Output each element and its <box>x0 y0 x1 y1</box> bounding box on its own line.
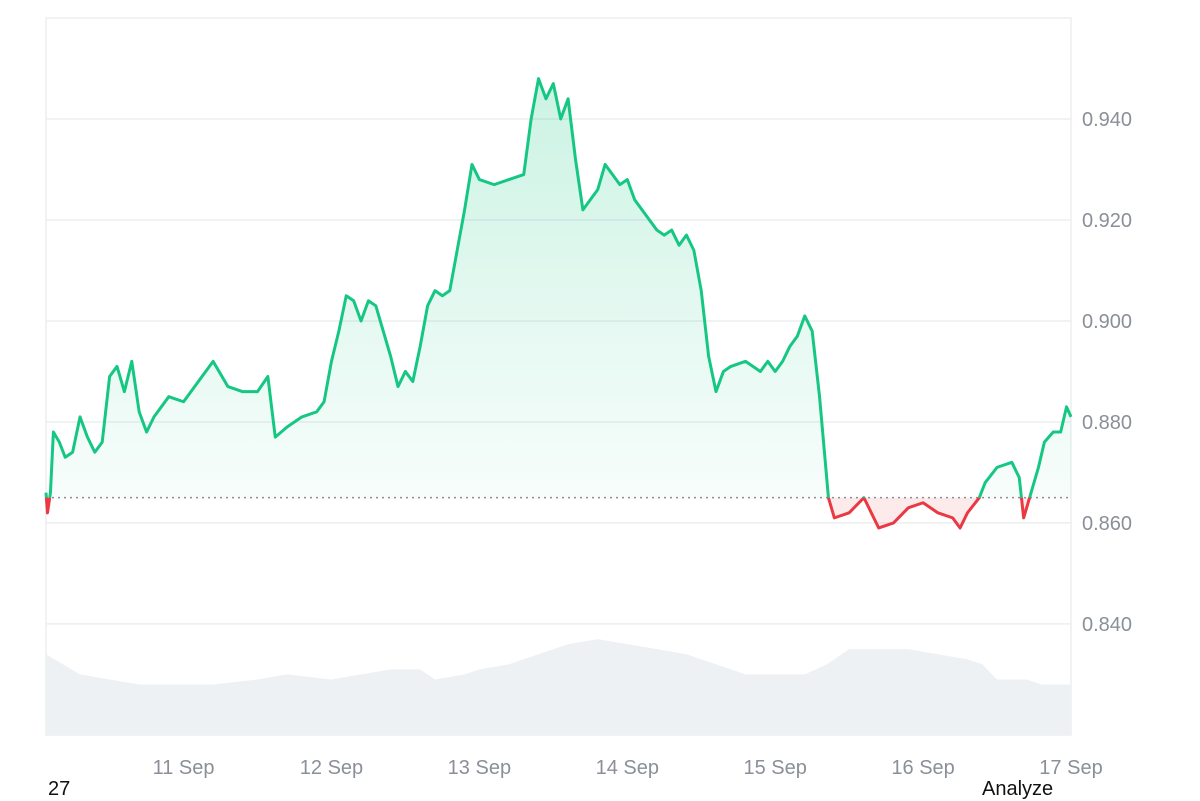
x-tick-label: 13 Sep <box>448 757 511 779</box>
x-tick-label: 11 Sep <box>153 757 215 779</box>
y-tick-label: 0.880 <box>1082 412 1132 434</box>
x-tick-label: 14 Sep <box>596 757 659 779</box>
x-tick-label: 16 Sep <box>891 757 954 779</box>
price-lines <box>44 77 1073 530</box>
y-tick-label: 0.940 <box>1082 109 1132 131</box>
x-axis-tick-labels: 11 Sep 12 Sep 13 Sep 14 Sep 15 Sep 16 Sep 17 S… <box>153 757 1103 779</box>
area-above-baseline <box>46 78 1071 498</box>
price-line-up <box>44 77 1073 498</box>
x-tick-label: 15 Sep <box>743 757 806 779</box>
analyze-link[interactable]: Analyze <box>982 778 1054 800</box>
y-tick-label: 0.920 <box>1082 210 1132 232</box>
y-axis-tick-labels: 0.940 0.920 0.900 0.880 0.860 0.840 <box>1082 109 1132 636</box>
price-line-down <box>44 497 1032 530</box>
footer-left-text: 27 <box>48 778 71 800</box>
y-tick-label: 0.840 <box>1082 614 1132 636</box>
volume-area <box>46 639 1071 735</box>
y-tick-label: 0.860 <box>1082 513 1132 535</box>
price-areas <box>46 78 1071 528</box>
y-tick-label: 0.900 <box>1082 311 1132 333</box>
volume-shape <box>46 639 1071 735</box>
x-tick-label: 12 Sep <box>300 757 363 779</box>
x-tick-label: 17 Sep <box>1039 757 1102 779</box>
